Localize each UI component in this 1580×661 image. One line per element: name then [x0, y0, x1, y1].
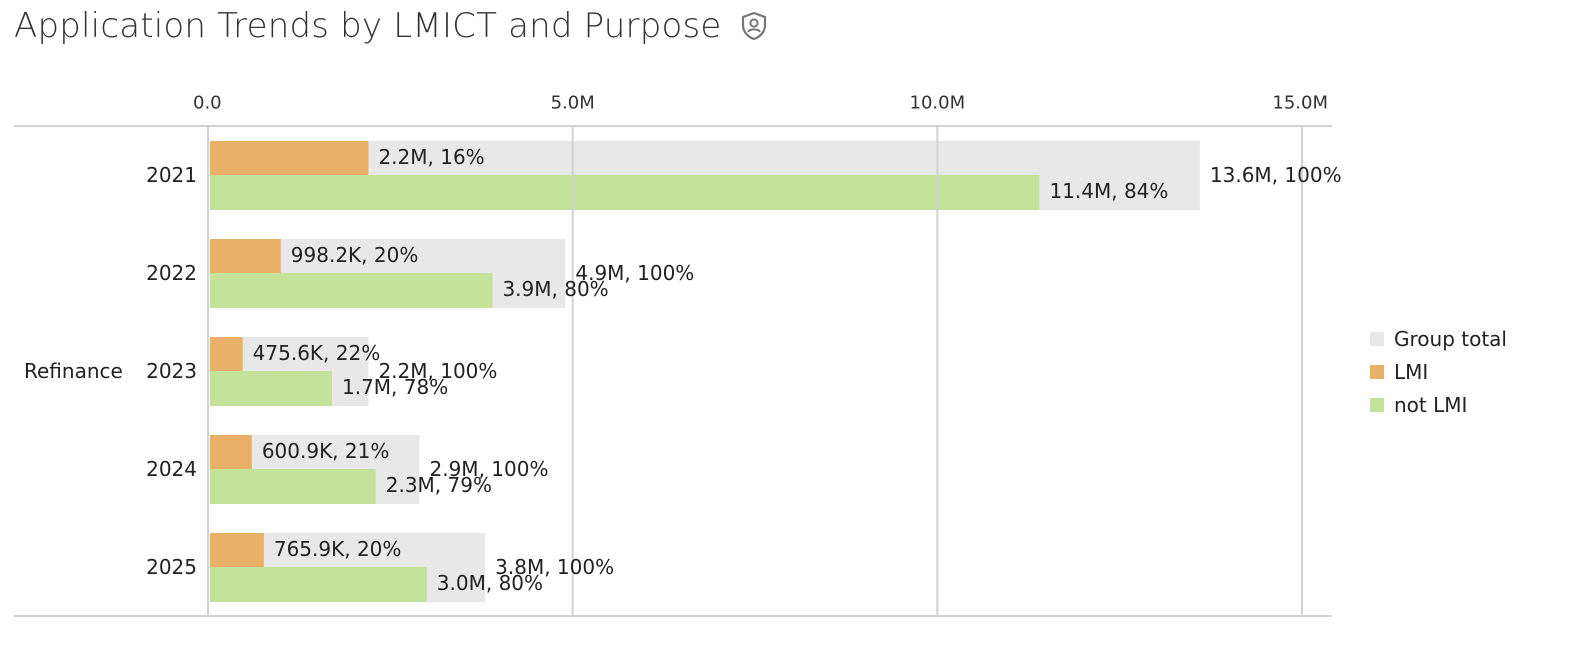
category-label-2023: 2023	[146, 359, 197, 383]
legend-label-lmi: LMI	[1394, 359, 1429, 384]
tick-label-1: 5.0M	[551, 93, 595, 114]
tick-label-2: 10.0M	[910, 93, 966, 114]
legend-label-group-total: Group total	[1394, 326, 1507, 351]
group-label: Refinance	[24, 359, 123, 383]
data-label-lmi-2022: 998.2K, 20%	[291, 243, 419, 267]
data-label-group-total-2022: 4.9M, 100%	[575, 261, 694, 285]
shield-user-icon[interactable]	[740, 11, 768, 41]
bar-lmi-2024	[210, 435, 252, 469]
legend-label-not-lmi: not LMI	[1394, 392, 1468, 417]
data-label-not-lmi-2022: 3.9M, 80%	[502, 277, 608, 301]
category-label-2021: 2021	[146, 163, 197, 187]
data-label-group-total-2025: 3.8M, 100%	[495, 555, 614, 579]
bar-not-lmi-2024	[210, 469, 376, 504]
tick-label-0: 0.0	[193, 93, 222, 114]
legend-item-group-total[interactable]: Group total	[1370, 322, 1507, 355]
chart-title: Application Trends by LMICT and Purpose	[14, 6, 722, 46]
category-label-2022: 2022	[146, 261, 197, 285]
data-label-lmi-2024: 600.9K, 21%	[262, 439, 390, 463]
category-label-2025: 2025	[146, 555, 197, 579]
legend-swatch-lmi	[1370, 364, 1384, 379]
data-label-group-total-2023: 2.2M, 100%	[378, 359, 497, 383]
bar-not-lmi-2021	[210, 175, 1040, 210]
bar-not-lmi-2022	[210, 273, 493, 308]
tick-label-3: 15.0M	[1272, 93, 1328, 114]
legend-swatch-group-total	[1370, 331, 1384, 346]
data-label-not-lmi-2021: 11.4M, 84%	[1049, 179, 1168, 203]
bar-lmi-2023	[210, 337, 243, 371]
data-label-lmi-2021: 2.2M, 16%	[378, 145, 484, 169]
legend: Group total LMI not LMI	[1370, 322, 1507, 421]
data-label-not-lmi-2025: 3.0M, 80%	[437, 571, 543, 595]
title-row: Application Trends by LMICT and Purpose	[14, 6, 768, 46]
data-label-group-total-2021: 13.6M, 100%	[1210, 163, 1342, 187]
bar-chart: 0.0 5.0M 10.0M 15.0M 2021 2022 2023 2024 2025 Ref…	[14, 93, 1342, 617]
bar-lmi-2021	[210, 141, 369, 175]
legend-item-not-lmi[interactable]: not LMI	[1370, 388, 1507, 421]
data-label-lmi-2023: 475.6K, 22%	[253, 341, 381, 365]
bar-not-lmi-2023	[210, 371, 332, 406]
bar-lmi-2022	[210, 239, 281, 273]
legend-item-lmi[interactable]: LMI	[1370, 355, 1507, 388]
category-label-2024: 2024	[146, 457, 197, 481]
data-label-group-total-2024: 2.9M, 100%	[430, 457, 549, 481]
bar-not-lmi-2025	[210, 567, 427, 602]
data-label-not-lmi-2023: 1.7M, 78%	[342, 375, 448, 399]
legend-swatch-not-lmi	[1370, 397, 1384, 412]
data-label-lmi-2025: 765.9K, 20%	[274, 537, 402, 561]
bar-lmi-2025	[210, 533, 264, 567]
data-label-not-lmi-2024: 2.3M, 79%	[386, 473, 492, 497]
